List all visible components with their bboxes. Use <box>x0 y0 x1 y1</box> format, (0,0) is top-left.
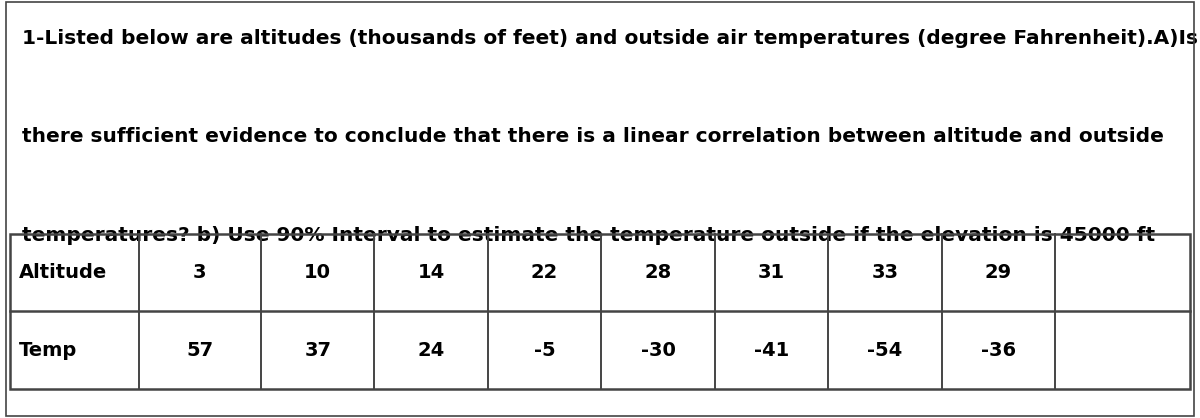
Text: -54: -54 <box>868 341 902 359</box>
Text: 1-Listed below are altitudes (thousands of feet) and outside air temperatures (d: 1-Listed below are altitudes (thousands … <box>22 29 1198 48</box>
Text: 3: 3 <box>193 263 206 282</box>
Text: 10: 10 <box>304 263 331 282</box>
Text: 29: 29 <box>985 263 1012 282</box>
Text: 14: 14 <box>418 263 445 282</box>
Text: -41: -41 <box>754 341 790 359</box>
Text: Temp: Temp <box>19 341 78 359</box>
Text: -30: -30 <box>641 341 676 359</box>
Text: 57: 57 <box>186 341 214 359</box>
Text: 28: 28 <box>644 263 672 282</box>
Bar <box>10 234 1190 389</box>
Text: -36: -36 <box>980 341 1016 359</box>
Text: 31: 31 <box>758 263 785 282</box>
Text: 37: 37 <box>304 341 331 359</box>
Text: 24: 24 <box>418 341 445 359</box>
Text: 22: 22 <box>530 263 558 282</box>
Text: -5: -5 <box>534 341 556 359</box>
Text: Altitude: Altitude <box>19 263 108 282</box>
Bar <box>10 234 1190 389</box>
Text: temperatures? b) Use 90% Interval to estimate the temperature outside if the ele: temperatures? b) Use 90% Interval to est… <box>22 226 1154 245</box>
Text: 33: 33 <box>871 263 899 282</box>
Text: there sufficient evidence to conclude that there is a linear correlation between: there sufficient evidence to conclude th… <box>22 127 1164 146</box>
